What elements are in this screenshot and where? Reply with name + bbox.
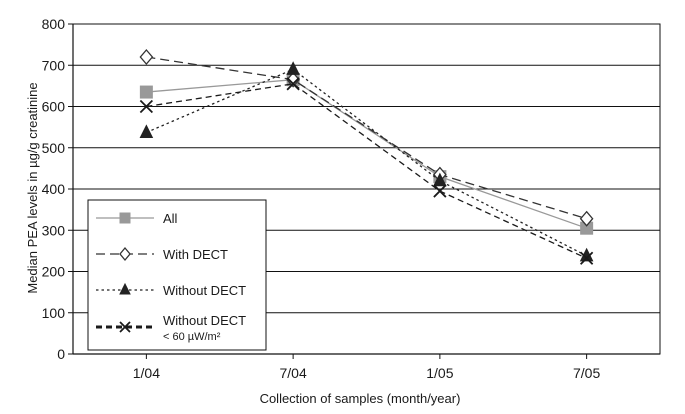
legend-label-line: All (163, 211, 178, 226)
y-tick-label: 400 (42, 181, 66, 197)
y-tick-label: 600 (42, 99, 66, 115)
data-point-2-0 (139, 124, 154, 138)
y-axis-label: Median PEA levels in µg/g creatinine (25, 82, 40, 293)
x-tick-label: 7/05 (573, 365, 600, 381)
data-point-2-1 (286, 61, 300, 75)
data-point-3-2 (433, 184, 447, 198)
legend-label-1: With DECT (163, 247, 228, 262)
x-marker-stroke (119, 321, 131, 333)
legend-marker-3 (119, 321, 131, 333)
data-point-1-3 (579, 210, 594, 227)
legend-label-2: Without DECT (163, 283, 246, 298)
legend-label-line: < 60 µW/m² (163, 331, 221, 343)
y-tick-label: 800 (42, 16, 66, 32)
y-tick-label: 200 (42, 264, 66, 280)
legend-box (87, 199, 267, 351)
data-point-1-0 (139, 49, 154, 65)
series-layer (139, 49, 594, 265)
data-point-0-0 (139, 85, 153, 99)
legend-label-line: With DECT (163, 247, 228, 262)
data-point-1-1 (286, 71, 300, 88)
axes-layer: 0 100 200 300 400 500 600 700 800 1/04 7/04 1/05 7/0… (42, 16, 661, 381)
x-axis-label: Collection of samples (month/year) (260, 391, 461, 406)
series-line-1 (146, 56, 587, 220)
y-tick-label: 700 (42, 57, 66, 73)
x-marker-stroke (579, 251, 594, 265)
data-point-3-0 (139, 99, 154, 114)
y-tick-label: 100 (42, 305, 66, 321)
legend-marker-0 (119, 212, 131, 224)
legend-label-3: Without DECT < 60 µW/m² (163, 313, 246, 343)
y-tick-label: 0 (57, 346, 65, 362)
data-point-2-2 (433, 172, 447, 187)
legend-marker-2 (119, 282, 131, 295)
x-marker-stroke (433, 184, 447, 198)
x-tick-label: 7/04 (280, 365, 307, 381)
data-point-3-3 (579, 251, 594, 265)
legend-label-line: Without DECT (163, 313, 246, 328)
legend-label-line: Without DECT (163, 283, 246, 298)
x-tick-label: 1/05 (426, 365, 453, 381)
x-marker-stroke (139, 99, 154, 114)
x-marker-stroke (286, 77, 300, 91)
legend-layer: All With DECT Without DECT Without DECT < 60… (87, 199, 267, 351)
series-line-3 (146, 83, 587, 259)
y-tick-label: 500 (42, 140, 66, 156)
data-point-3-1 (286, 77, 300, 91)
series-line-0 (146, 79, 587, 229)
legend-marker-1 (119, 246, 131, 262)
legend-label-0: All (163, 211, 178, 226)
y-tick-label: 300 (42, 222, 66, 238)
x-tick-label: 1/04 (133, 365, 160, 381)
